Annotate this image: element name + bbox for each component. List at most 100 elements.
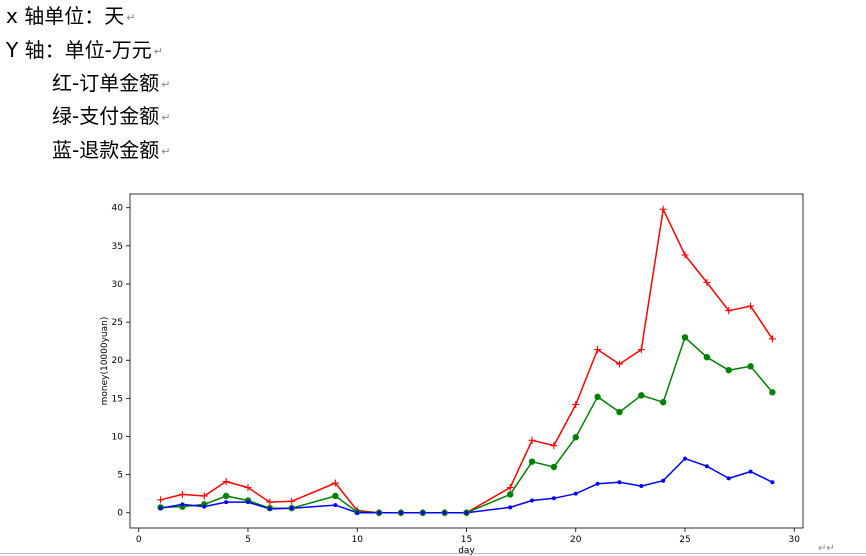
doc-line-text: x 轴单位：天 <box>6 4 125 28</box>
x-tick-label: 15 <box>461 535 472 545</box>
plus-marker <box>572 400 580 408</box>
dot-marker <box>683 456 688 461</box>
plus-marker <box>157 496 165 504</box>
plus-marker <box>725 307 733 315</box>
dot-marker <box>398 510 403 515</box>
dot-marker <box>333 503 338 508</box>
doc-line-text: 蓝-退款金额 <box>52 138 160 162</box>
dot-marker <box>355 510 360 515</box>
series-lines <box>160 208 774 514</box>
dot-marker <box>573 491 578 496</box>
y-tick-label: 40 <box>112 204 124 214</box>
y-tick-label: 10 <box>112 432 124 442</box>
circle-marker <box>747 363 754 370</box>
plus-marker <box>331 479 339 487</box>
dot-marker <box>770 480 775 485</box>
doc-line-text: Y 轴：单位-万元 <box>6 38 152 62</box>
y-tick-label: 20 <box>112 356 124 366</box>
circle-marker <box>572 434 579 441</box>
dot-marker <box>267 506 272 511</box>
dot-marker <box>224 500 229 505</box>
dot-marker <box>377 510 382 515</box>
series-markers <box>157 205 776 517</box>
dot-marker <box>748 469 753 474</box>
dot-marker <box>464 510 469 515</box>
y-tick-label: 5 <box>117 471 123 481</box>
x-tick-label: 0 <box>136 535 142 545</box>
plus-marker <box>200 492 208 500</box>
circle-marker <box>507 491 514 498</box>
paragraph-mark-icon: ↵ <box>126 10 136 24</box>
doc-line-blue-legend: 蓝-退款金额 ↵ <box>52 138 170 164</box>
plus-marker <box>178 490 186 498</box>
circle-marker <box>332 492 339 500</box>
plus-marker <box>288 497 296 505</box>
dot-marker <box>245 500 250 505</box>
paragraph-mark-icon: ↵ <box>161 77 171 91</box>
circle-marker <box>638 392 645 399</box>
plus-marker <box>637 346 645 354</box>
circle-marker <box>703 353 711 361</box>
x-tick-label: 10 <box>352 535 364 545</box>
y-tick-label: 25 <box>112 318 123 328</box>
plus-marker <box>594 346 602 354</box>
paragraph-mark-icon: ↵ <box>161 144 171 158</box>
series-line-1 <box>160 336 773 514</box>
dot-marker <box>508 505 513 510</box>
x-tick-label: 5 <box>245 535 251 545</box>
dot-marker <box>180 502 185 507</box>
series-line-2 <box>160 457 773 514</box>
plus-marker <box>681 251 689 259</box>
circle-marker <box>222 492 230 500</box>
plus-marker <box>768 335 776 343</box>
paragraph-mark-icon: ↵ <box>153 44 164 58</box>
plus-marker <box>747 302 755 310</box>
x-tick-label: 20 <box>570 535 582 545</box>
plus-marker <box>659 205 667 213</box>
x-tick-label: 30 <box>789 535 801 545</box>
plus-marker <box>550 442 558 450</box>
dot-marker <box>530 498 535 503</box>
circle-marker <box>769 389 776 396</box>
dot-marker <box>704 464 709 469</box>
y-tick-label: 0 <box>117 509 123 519</box>
page-bottom-rule <box>0 553 866 554</box>
doc-line-green-legend: 绿-支付金额 ↵ <box>52 104 170 130</box>
circle-marker <box>528 458 536 465</box>
doc-line-y-unit: Y 轴：单位-万元 ↵ <box>6 38 163 64</box>
plus-marker <box>266 498 274 506</box>
circle-marker <box>594 393 601 401</box>
dot-marker <box>289 506 294 511</box>
doc-line-x-unit: x 轴单位：天 ↵ <box>6 4 135 30</box>
axis-ticks: 0 5 10 15 20 25 30 0 5 10 15 20 25 30 35 40 <box>112 204 801 545</box>
circle-marker <box>725 366 732 374</box>
plus-marker <box>506 484 514 492</box>
dot-marker <box>617 480 622 485</box>
plus-marker <box>703 278 711 286</box>
dot-marker <box>158 506 163 511</box>
plot-frame <box>129 193 804 529</box>
circle-marker <box>550 463 558 471</box>
circle-marker <box>659 398 667 406</box>
y-tick-label: 15 <box>112 394 123 404</box>
doc-line-red-legend: 红-订单金额 ↵ <box>52 71 170 97</box>
doc-line-text: 绿-支付金额 <box>52 104 160 128</box>
x-tick-label: 25 <box>679 535 690 545</box>
dot-marker <box>661 478 666 483</box>
dot-marker <box>442 510 447 515</box>
y-tick-label: 30 <box>112 280 124 290</box>
dot-marker <box>551 496 556 501</box>
y-axis-label: money(10000yuan) <box>100 317 110 406</box>
plus-marker <box>244 484 252 492</box>
y-tick-label: 35 <box>112 242 123 252</box>
plus-marker <box>222 477 230 485</box>
dot-marker <box>202 504 207 509</box>
dot-marker <box>420 510 425 515</box>
series-line-0 <box>160 208 774 514</box>
circle-marker <box>616 408 623 416</box>
dot-marker <box>639 484 644 489</box>
plus-marker <box>528 436 536 444</box>
dot-marker <box>726 476 731 481</box>
x-axis-label: day <box>458 546 475 556</box>
